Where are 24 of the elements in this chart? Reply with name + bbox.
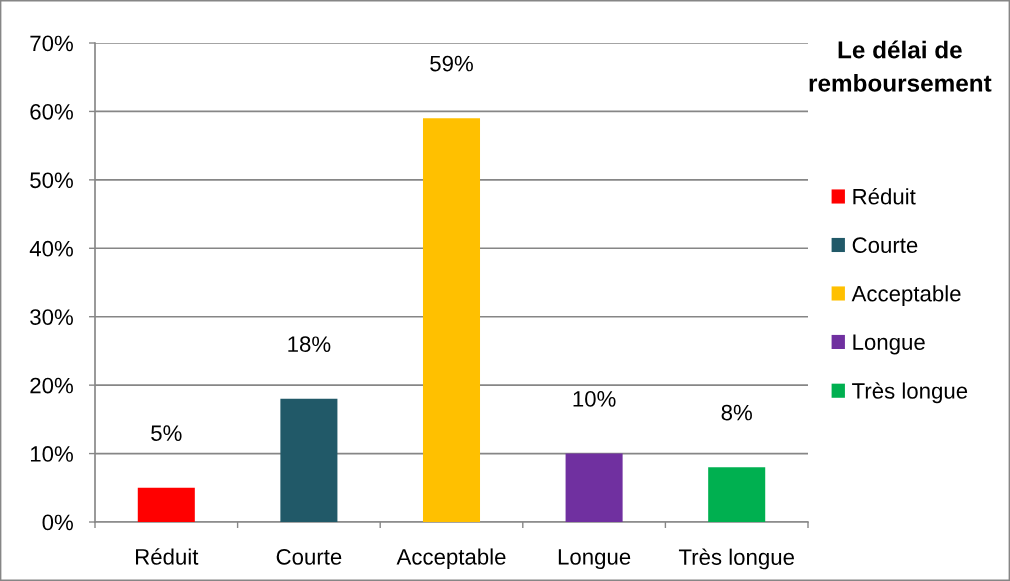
x-tick-label: Réduit [136,548,199,565]
legend-label: Réduit [853,187,916,205]
data-label: 8% [721,404,752,421]
y-tick-label: 40% [29,240,73,257]
x-tick-label: Très longue [678,548,794,570]
y-tick-label: 20% [30,377,73,394]
data-label: 5% [151,425,182,441]
x-tick-label: Acceptable [396,548,506,570]
y-tick-label: 60% [30,103,73,120]
data-label: 10% [573,391,616,407]
y-tick-label: 30% [30,309,73,325]
legend-label: Courte [852,237,918,254]
y-tick-label: 10% [30,446,73,462]
data-label: 59% [430,55,473,72]
legend-title: Le délai de remboursement [809,40,992,92]
x-tick-label: Courte [276,548,342,565]
data-label: 18% [288,336,331,353]
y-tick-label: 50% [30,172,73,189]
x-tick-label: Longue [558,549,631,570]
legend-label: Acceptable [851,285,961,306]
y-tick-label: 70% [30,35,73,52]
legend-label: Longue [853,334,925,355]
legend-label: Très longue [852,382,968,404]
y-tick-label: 0% [42,514,73,531]
